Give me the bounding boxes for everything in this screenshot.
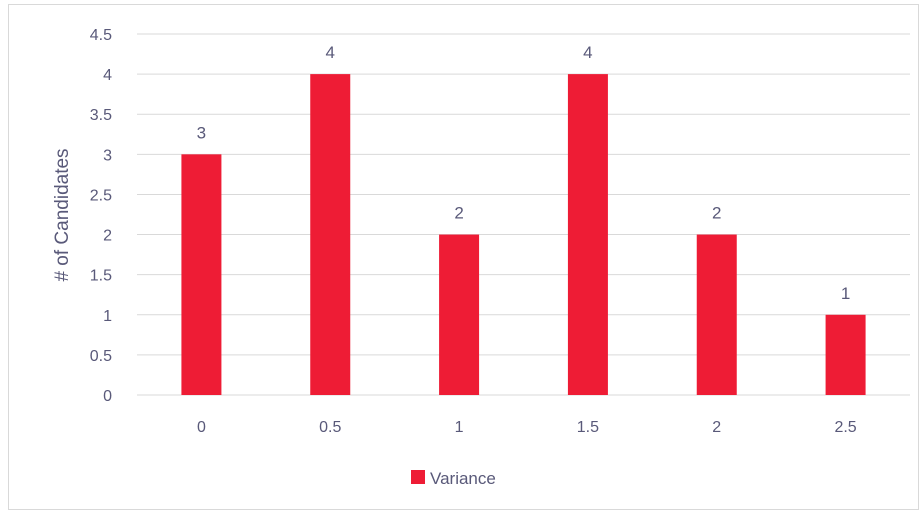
y-tick-label: 2.5 <box>90 187 112 204</box>
data-label: 2 <box>712 204 721 223</box>
x-tick-label: 0.5 <box>319 419 341 436</box>
y-tick-label: 4.5 <box>90 27 112 44</box>
bar-1.5 <box>568 74 608 395</box>
y-tick-label: 0.5 <box>90 348 112 365</box>
data-label: 3 <box>197 123 206 142</box>
y-tick-label: 0 <box>103 388 112 405</box>
x-tick-label: 2 <box>712 419 721 436</box>
data-label: 1 <box>841 284 850 303</box>
data-labels: 3 4 2 4 2 1 <box>197 43 851 303</box>
y-tick-label: 3 <box>103 147 112 164</box>
y-tick-label: 1.5 <box>90 268 112 285</box>
x-tick-label: 2.5 <box>834 419 856 436</box>
x-axis-ticks: 0 0.5 1 1.5 2 2.5 <box>197 419 857 436</box>
bar-0.5 <box>310 74 350 395</box>
legend: Variance <box>411 469 496 488</box>
x-tick-label: 0 <box>197 419 206 436</box>
y-axis-title: # of Candidates <box>52 148 73 281</box>
legend-swatch <box>411 470 425 484</box>
y-tick-label: 3.5 <box>90 107 112 124</box>
legend-label-variance: Variance <box>430 469 496 488</box>
bar-0 <box>181 154 221 395</box>
bar-2.5 <box>826 315 866 395</box>
gridlines <box>137 34 910 395</box>
y-tick-label: 2 <box>103 228 112 245</box>
x-tick-label: 1 <box>455 419 464 436</box>
bar-1 <box>439 235 479 395</box>
y-tick-label: 1 <box>103 308 112 325</box>
data-label: 2 <box>454 204 463 223</box>
x-tick-label: 1.5 <box>577 419 599 436</box>
y-tick-label: 4 <box>103 67 112 84</box>
data-label: 4 <box>583 43 592 62</box>
bar-2 <box>697 235 737 395</box>
y-axis-ticks: 0 0.5 1 1.5 2 2.5 3 3.5 4 4.5 <box>90 27 112 405</box>
data-label: 4 <box>326 43 335 62</box>
